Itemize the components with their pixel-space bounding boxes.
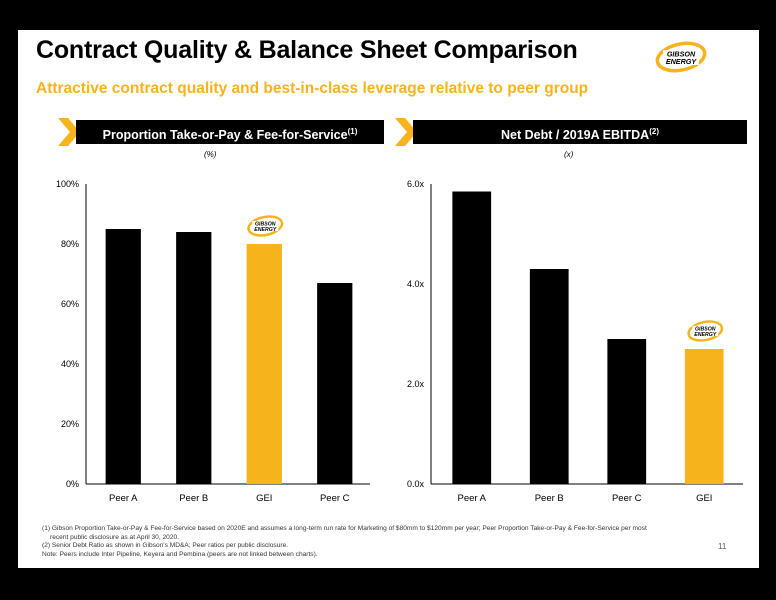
right-panel-footnote-ref: (2): [649, 127, 659, 136]
left-panel-footnote-ref: (1): [347, 127, 358, 136]
page-number: 11: [718, 542, 727, 551]
svg-text:GIBSON: GIBSON: [695, 327, 716, 333]
x-tick-label: GEI: [696, 493, 712, 504]
left-chevron-icon: [58, 118, 80, 146]
y-tick-label: 0%: [66, 479, 79, 489]
page-subtitle: Attractive contract quality and best-in-…: [36, 80, 589, 97]
footnote-1-continued: recent public disclosure as at April 30,…: [50, 533, 180, 541]
bar-gei: [684, 349, 724, 484]
bar-peer-c: [607, 339, 647, 484]
logo-line1: GIBSON: [667, 50, 696, 59]
y-tick-label: 2.0x: [407, 379, 425, 389]
x-tick-label: Peer B: [535, 493, 564, 504]
slide: Contract Quality & Balance Sheet Compari…: [18, 30, 759, 568]
y-tick-label: 20%: [61, 419, 79, 429]
y-tick-label: 100%: [56, 179, 79, 189]
svg-text:ENERGY: ENERGY: [254, 227, 276, 233]
right-chevron-icon: [395, 118, 417, 146]
y-tick-label: 0.0x: [407, 479, 425, 489]
bar-peer-b: [529, 269, 569, 484]
footnotes: (1) Gibson Proportion Take-or-Pay & Fee-…: [42, 525, 722, 559]
x-tick-label: Peer C: [612, 493, 642, 504]
svg-text:GIBSON: GIBSON: [255, 222, 276, 228]
y-tick-label: 4.0x: [407, 279, 425, 289]
right-panel-header: Net Debt / 2019A EBITDA(2): [413, 120, 747, 144]
bar-peer-b: [176, 232, 212, 484]
logo-line2: ENERGY: [666, 57, 698, 66]
take-or-pay-chart: 0% 20% 40% 60% 80% 100% Peer A Peer B GEI GIBSONE…: [56, 179, 370, 504]
x-tick-label: Peer C: [320, 493, 350, 504]
y-tick-label: 60%: [61, 299, 79, 309]
x-tick-label: Peer A: [109, 493, 138, 504]
x-tick-label: GEI: [256, 493, 272, 504]
left-panel-header-text: Proportion Take-or-Pay & Fee-for-Service: [102, 128, 348, 142]
left-chart-unit: (%): [204, 150, 217, 159]
right-panel-header-text: Net Debt / 2019A EBITDA: [501, 128, 650, 142]
y-tick-label: 6.0x: [407, 179, 425, 189]
bar-peer-a: [105, 229, 141, 484]
y-tick-label: 80%: [61, 239, 79, 249]
x-tick-label: Peer A: [457, 493, 486, 504]
bar-peer-a: [452, 191, 492, 484]
y-tick-label: 40%: [61, 359, 79, 369]
footnote-note: Note: Peers include Inter Pipeline, Keye…: [42, 550, 318, 558]
bar-gei: [246, 244, 282, 484]
footnote-1: (1) Gibson Proportion Take-or-Pay & Fee-…: [42, 525, 647, 532]
x-tick-label: Peer B: [179, 493, 208, 504]
left-panel-header: Proportion Take-or-Pay & Fee-for-Service…: [76, 120, 384, 144]
gibson-logo: GIBSON ENERGY: [655, 41, 707, 73]
right-chart-unit: (x): [564, 150, 574, 159]
net-debt-chart: 0.0x 2.0x 4.0x 6.0x Peer A Peer B Peer C GEI GIB…: [407, 179, 743, 504]
svg-text:ENERGY: ENERGY: [694, 332, 716, 338]
bar-peer-c: [317, 283, 353, 484]
page-title: Contract Quality & Balance Sheet Compari…: [36, 36, 578, 64]
footnote-2: (2) Senior Debt Ratio as shown in Gibson…: [42, 542, 289, 550]
